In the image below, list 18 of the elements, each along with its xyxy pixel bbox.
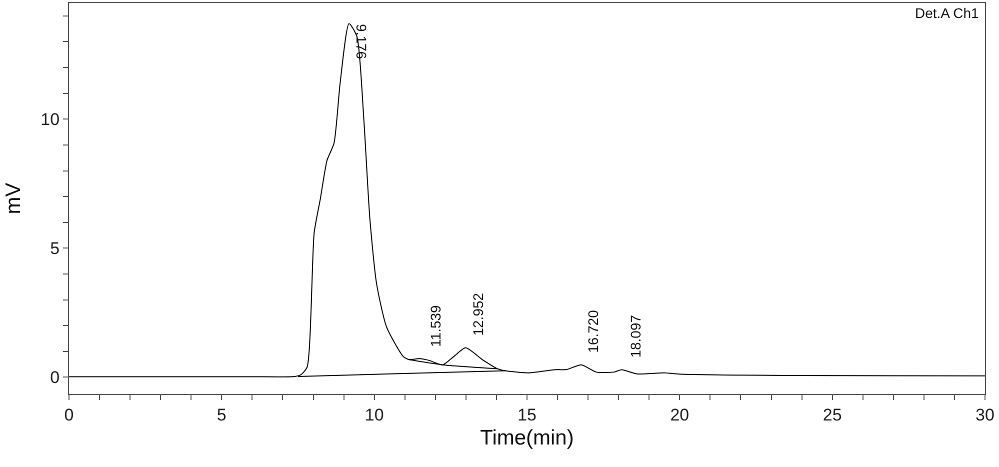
annotation: 18.097: [627, 314, 644, 358]
y-tick-label: 10: [40, 110, 60, 130]
annotation: 11.539: [428, 304, 444, 347]
x-tick-label: 15: [518, 405, 536, 424]
y-tick-label: 5: [50, 239, 60, 258]
annotation: Det.A Ch1: [915, 5, 980, 21]
x-tick-label: 25: [822, 405, 842, 424]
x-axis-title: Time(min): [480, 426, 574, 450]
annotation: 12.952: [470, 292, 486, 336]
x-tick-label: 10: [364, 405, 384, 424]
y-tick-label: 0: [50, 368, 60, 388]
y-axis-title: mV: [2, 182, 25, 214]
annotation: 9.176: [353, 24, 370, 60]
x-tick-label: 0: [64, 405, 74, 424]
annotation: 16.720: [585, 310, 602, 353]
x-tick-label: 20: [670, 405, 690, 424]
x-tick-label: 30: [976, 405, 994, 424]
x-tick-label: 5: [216, 405, 226, 424]
